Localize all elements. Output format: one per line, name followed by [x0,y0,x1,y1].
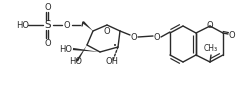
Text: O: O [104,26,110,35]
Polygon shape [76,45,87,62]
Text: O: O [64,20,70,30]
Text: HO: HO [17,20,30,30]
Text: HO: HO [59,45,72,54]
Text: •: • [113,43,117,49]
Text: O: O [229,30,235,39]
Text: O: O [45,39,51,47]
Text: O: O [131,33,137,41]
Polygon shape [82,21,93,31]
Text: OH: OH [105,56,119,66]
Text: O: O [45,3,51,12]
Text: O: O [154,33,160,41]
Text: S: S [45,20,51,30]
Text: HO: HO [69,58,83,66]
Text: CH₃: CH₃ [204,44,218,53]
Polygon shape [73,48,100,52]
Text: O: O [207,20,213,30]
